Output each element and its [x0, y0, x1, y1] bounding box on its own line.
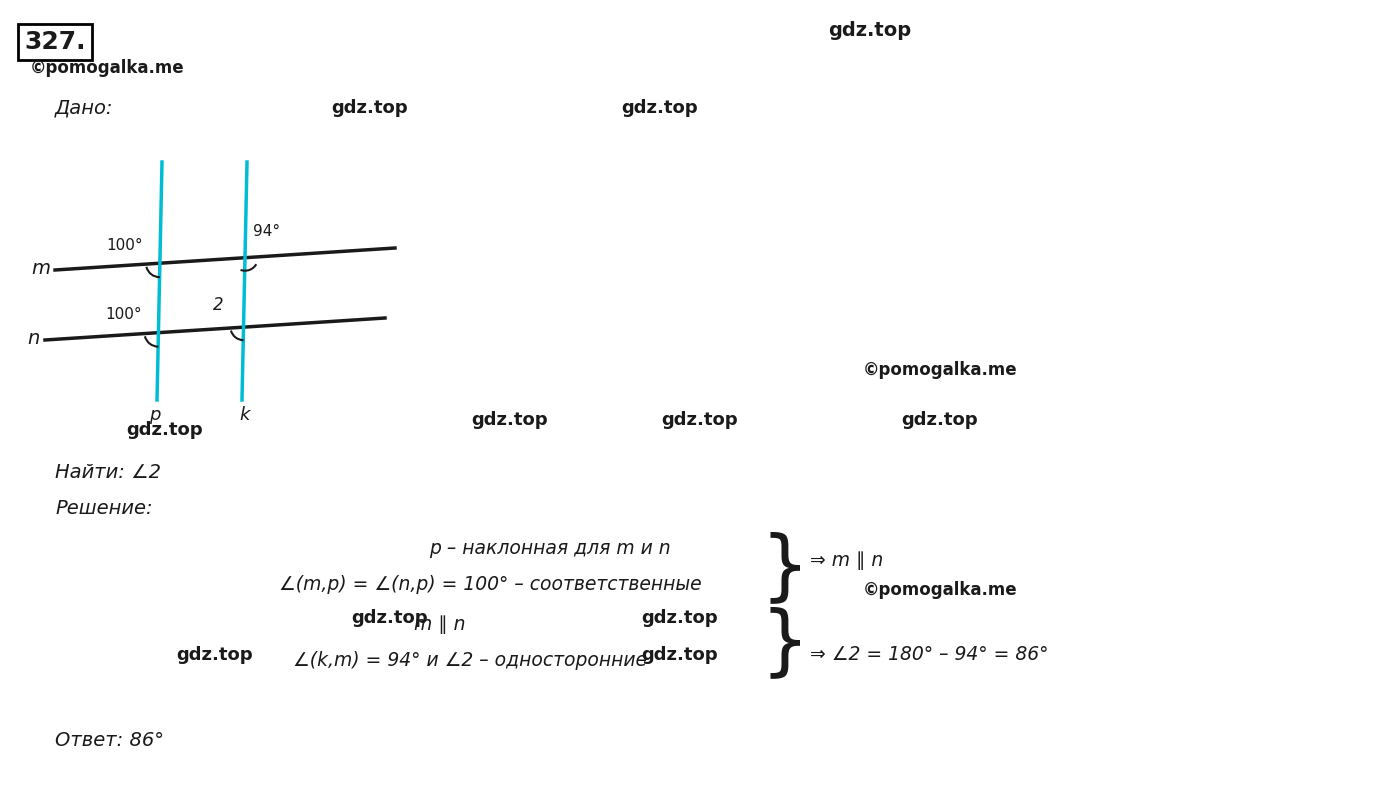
Text: k: k — [239, 406, 251, 424]
Text: }: } — [760, 606, 809, 680]
Text: gdz.top: gdz.top — [829, 20, 911, 40]
Text: m ∥ n: m ∥ n — [414, 616, 466, 634]
Text: 100°: 100° — [106, 238, 143, 253]
Text: ©pomogalka.me: ©pomogalka.me — [862, 581, 1018, 599]
Text: Найти: ∠2: Найти: ∠2 — [55, 462, 161, 482]
Text: }: } — [760, 531, 809, 605]
Text: gdz.top: gdz.top — [902, 411, 979, 429]
Text: gdz.top: gdz.top — [126, 421, 203, 439]
Text: n: n — [28, 329, 41, 349]
Text: 94°: 94° — [253, 224, 280, 239]
Text: ©pomogalka.me: ©pomogalka.me — [862, 361, 1018, 379]
Text: gdz.top: gdz.top — [622, 99, 699, 117]
Text: ∠(k,m) = 94° и ∠2 – односторонние: ∠(k,m) = 94° и ∠2 – односторонние — [293, 650, 647, 670]
Text: Решение:: Решение: — [55, 499, 153, 517]
Text: Ответ: 86°: Ответ: 86° — [55, 730, 164, 750]
Text: p – наклонная для m и n: p – наклонная для m и n — [430, 538, 671, 558]
Text: gdz.top: gdz.top — [176, 646, 253, 664]
Text: gdz.top: gdz.top — [472, 411, 549, 429]
Text: gdz.top: gdz.top — [351, 609, 428, 627]
Text: ⇒ m ∥ n: ⇒ m ∥ n — [811, 550, 883, 570]
Text: 100°: 100° — [105, 307, 141, 322]
Text: 327.: 327. — [24, 30, 85, 54]
Text: p: p — [150, 406, 161, 424]
Text: gdz.top: gdz.top — [641, 646, 718, 664]
Text: gdz.top: gdz.top — [662, 411, 738, 429]
Text: 2: 2 — [213, 296, 224, 314]
Text: Дано:: Дано: — [55, 98, 113, 118]
Text: gdz.top: gdz.top — [641, 609, 718, 627]
Text: m: m — [31, 260, 50, 278]
Text: gdz.top: gdz.top — [332, 99, 409, 117]
Text: ©pomogalka.me: ©pomogalka.me — [29, 59, 185, 77]
Text: ∠(m,p) = ∠(n,p) = 100° – соответственные: ∠(m,p) = ∠(n,p) = 100° – соответственные — [279, 575, 701, 595]
Text: ⇒ ∠2 = 180° – 94° = 86°: ⇒ ∠2 = 180° – 94° = 86° — [811, 646, 1049, 664]
